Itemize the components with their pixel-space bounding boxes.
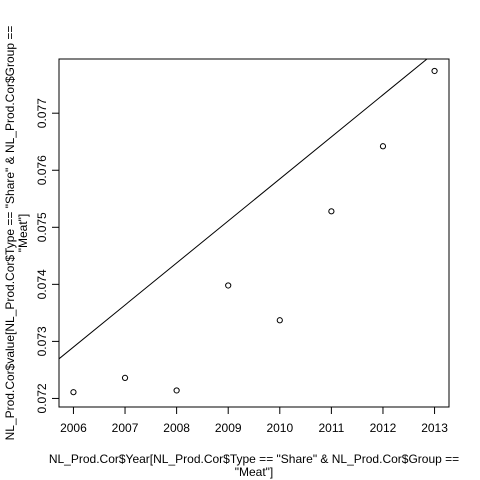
data-point xyxy=(70,389,77,396)
data-points xyxy=(70,67,438,396)
x-tick-label: 2006 xyxy=(60,421,87,435)
y-tick-label: 0.076 xyxy=(35,155,49,185)
y-axis: 0.072 0.073 0.074 0.075 0.076 0.077 xyxy=(35,98,60,413)
y-tick-label: 0.075 xyxy=(35,212,49,242)
x-tick-label: 2011 xyxy=(318,421,344,435)
y-tick-label: 0.073 xyxy=(35,326,49,356)
data-point xyxy=(379,143,387,150)
data-point xyxy=(121,374,129,382)
x-tick-label: 2012 xyxy=(370,421,397,435)
plot-frame xyxy=(58,58,450,408)
regression-line xyxy=(59,59,428,360)
x-tick-label: 2010 xyxy=(266,421,293,435)
data-point xyxy=(328,208,335,215)
x-tick-label: 2009 xyxy=(215,421,242,435)
data-point xyxy=(225,282,232,289)
x-axis: 2006 2007 2008 2009 2010 2011 2012 2013 xyxy=(60,406,448,435)
regression-line-group xyxy=(59,59,428,360)
x-axis-label-line-1: NL_Prod.Cor$Year[NL_Prod.Cor$Type == "Sh… xyxy=(49,452,459,466)
y-axis-label-line-2: "Meat"] xyxy=(16,214,30,253)
y-tick-label: 0.077 xyxy=(35,98,49,128)
x-axis-label-line-2: "Meat"] xyxy=(235,465,274,479)
x-tick-label: 2008 xyxy=(163,421,190,435)
y-tick-label: 0.074 xyxy=(35,269,49,299)
data-point xyxy=(173,387,180,394)
data-point xyxy=(431,67,438,75)
data-point xyxy=(276,317,283,324)
x-tick-label: 2007 xyxy=(112,421,139,435)
y-tick-label: 0.072 xyxy=(35,383,49,413)
x-tick-label: 2013 xyxy=(421,421,448,435)
y-axis-label-line-1: NL_Prod.Cor$value[NL_Prod.Cor$Type == "S… xyxy=(3,26,17,441)
